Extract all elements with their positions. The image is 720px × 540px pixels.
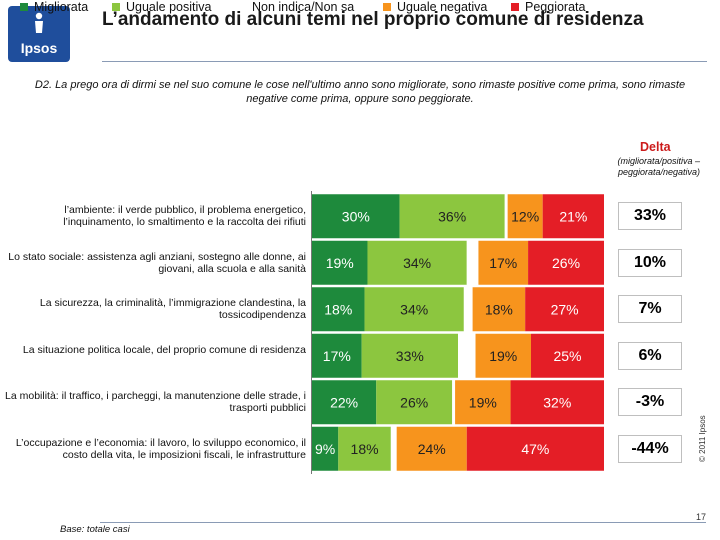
bar-segment xyxy=(361,333,458,378)
bar-segment xyxy=(312,333,362,378)
bar-segment xyxy=(312,240,368,285)
legend-label: Uguale negativa xyxy=(397,0,488,14)
bar-segment xyxy=(367,240,467,285)
bar-value-label: 18% xyxy=(351,441,379,457)
bar-segment xyxy=(364,287,464,332)
bar-segment xyxy=(504,194,508,239)
bar-segment xyxy=(478,240,529,285)
category-label: La situazione politica locale, del propr… xyxy=(22,343,306,356)
bar-segment xyxy=(466,426,604,471)
bar-segment xyxy=(312,380,377,425)
bar-value-label: 19% xyxy=(469,394,497,410)
bar-segment xyxy=(376,380,453,425)
bar-segment xyxy=(452,380,456,425)
bar-value-label: 33% xyxy=(396,348,424,364)
bar-segment xyxy=(312,287,365,332)
copyright-note: © 2011 Ipsos xyxy=(698,415,707,462)
legend-item: Migliorata xyxy=(20,0,88,14)
bar-value-label: 17% xyxy=(489,255,517,271)
delta-value: 6% xyxy=(618,341,682,370)
bar-segment xyxy=(466,240,479,285)
legend-swatch xyxy=(20,3,28,11)
category-label: Lo stato sociale: assistenza agli anzian… xyxy=(8,250,306,275)
bar-segment xyxy=(531,333,604,378)
bar-segment xyxy=(338,426,391,471)
bar-segment xyxy=(472,287,526,332)
delta-value: 33% xyxy=(618,202,682,231)
bar-value-label: 26% xyxy=(552,255,580,271)
bar-segment xyxy=(396,426,467,471)
bar-value-label: 24% xyxy=(418,441,446,457)
bar-value-label: 19% xyxy=(326,255,354,271)
legend-item: Non indica/Non sa xyxy=(252,0,354,14)
legend-swatch xyxy=(511,3,519,11)
bar-segment xyxy=(475,333,531,378)
bar-value-label: 26% xyxy=(400,394,428,410)
bar-segment xyxy=(312,194,400,239)
ipsos-logo: Ipsos xyxy=(8,6,70,62)
legend-label: Peggiorata xyxy=(525,0,586,14)
bar-segment xyxy=(542,194,604,239)
delta-value: -3% xyxy=(618,388,682,417)
bar-value-label: 9% xyxy=(315,441,335,457)
legend-label: Non indica/Non sa xyxy=(252,0,355,14)
category-label: La mobilità: il traffico, i parcheggi, l… xyxy=(5,390,306,415)
delta-subtitle: (migliorata/positiva – peggiorata/negati… xyxy=(617,156,700,177)
bar-value-label: 21% xyxy=(559,208,587,224)
page-title: L’andamento di alcuni temi nel proprio c… xyxy=(102,9,644,30)
base-note: Base: totale casi xyxy=(60,524,130,535)
bar-value-label: 36% xyxy=(438,208,466,224)
delta-value: 7% xyxy=(618,295,682,324)
legend-item: Peggiorata xyxy=(511,0,585,14)
legend-swatch xyxy=(112,3,120,11)
category-label: La sicurezza, la criminalità, l’immigraz… xyxy=(39,297,306,322)
bar-value-label: 18% xyxy=(485,301,513,317)
bar-value-label: 47% xyxy=(521,441,549,457)
bar-segment xyxy=(458,333,476,378)
delta-title: Delta xyxy=(640,140,671,154)
legend-item: Uguale positiva xyxy=(112,0,211,14)
bar-value-label: 32% xyxy=(543,394,571,410)
ipsos-figure-icon xyxy=(35,12,43,33)
bar-segment xyxy=(463,287,473,332)
delta-value: -44% xyxy=(618,434,682,463)
title-divider xyxy=(102,61,707,62)
logo-text: Ipsos xyxy=(20,40,58,56)
bar-segment xyxy=(528,240,604,285)
legend-swatch xyxy=(383,3,391,11)
bar-segment xyxy=(510,380,604,425)
bar-value-label: 34% xyxy=(403,255,431,271)
page-number: 17 xyxy=(696,512,707,522)
category-label: L’occupazione e l’economia: il lavoro, l… xyxy=(15,436,306,461)
bar-segment xyxy=(455,380,511,425)
bar-segment xyxy=(390,426,397,471)
bar-value-label: 30% xyxy=(342,208,370,224)
bar-value-label: 25% xyxy=(553,348,581,364)
bar-value-label: 17% xyxy=(323,348,351,364)
bar-value-label: 12% xyxy=(511,208,539,224)
legend-label: Migliorata xyxy=(34,0,89,14)
bar-value-label: 34% xyxy=(400,301,428,317)
bar-segment xyxy=(312,426,339,471)
bar-value-label: 18% xyxy=(324,301,352,317)
bar-value-label: 22% xyxy=(330,394,358,410)
bar-value-label: 19% xyxy=(489,348,517,364)
bar-segment xyxy=(507,194,543,239)
delta-value: 10% xyxy=(618,248,682,277)
category-label: l’ambiente: il verde pubblico, il proble… xyxy=(63,204,306,229)
bar-segment xyxy=(525,287,604,332)
legend-item: Uguale negativa xyxy=(383,0,487,14)
bar-value-label: 27% xyxy=(551,301,579,317)
bar-segment xyxy=(399,194,505,239)
survey-question: D2. La prego ora di dirmi se nel suo com… xyxy=(34,79,686,105)
footer-divider xyxy=(100,522,706,523)
legend-label: Uguale positiva xyxy=(126,0,212,14)
